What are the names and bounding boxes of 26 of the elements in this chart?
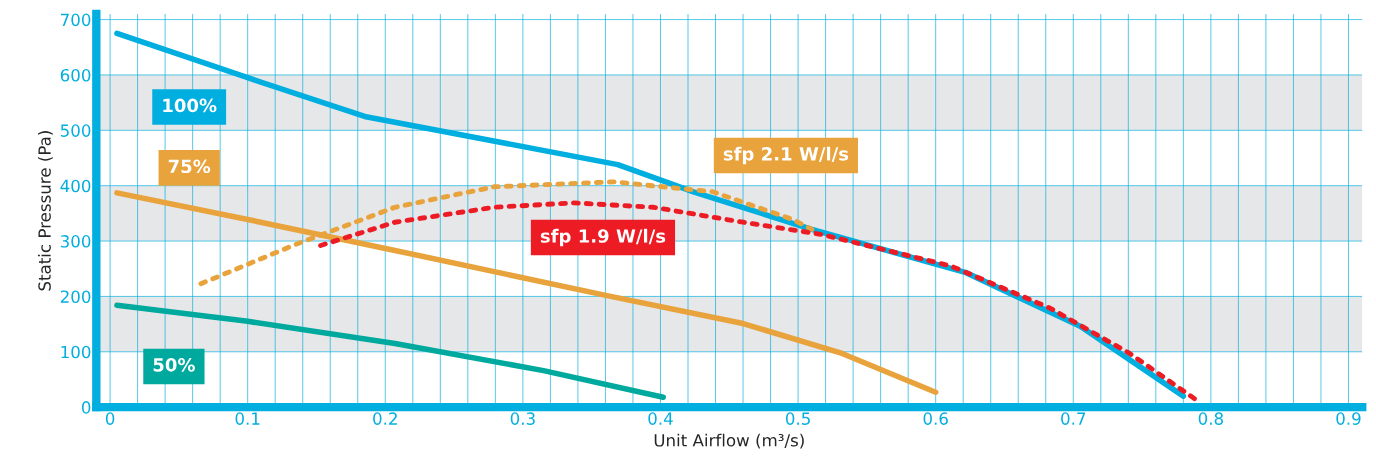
line-series <box>318 200 1200 403</box>
y-tick-label: 300 <box>60 235 91 248</box>
x-tick-label: 0.9 <box>1336 412 1361 425</box>
x-axis-title: Unit Airflow (m³/s) <box>654 433 804 449</box>
x-tick-label: 0 <box>105 412 115 425</box>
y-tick-label: 200 <box>60 290 91 303</box>
x-tick-label: 0.4 <box>648 412 673 425</box>
text: 50% <box>153 357 195 372</box>
series-label: sfp 1.9 W/l/s <box>540 228 666 247</box>
x-tick-label: 0.6 <box>923 412 948 425</box>
y-tick-label: 0 <box>81 401 91 414</box>
x-tick-label: 0.1 <box>235 412 260 425</box>
x-tick-label: 0.2 <box>373 412 397 425</box>
x-tick-label: 0.5 <box>785 412 810 425</box>
y-axis-title: Static Pressure (Pa) <box>37 131 53 291</box>
y-tick-label: 700 <box>61 13 91 27</box>
series-label: 75% <box>168 159 211 174</box>
x-tick-label: 0.8 <box>1198 412 1223 425</box>
y-tick-label: 100 <box>61 345 91 359</box>
x-tick-label: 0.3 <box>510 412 535 425</box>
series-label: 100% <box>163 98 217 113</box>
series-label: sfp 2.1 W/l/s <box>723 146 849 165</box>
y-tick-label: 400 <box>60 179 91 193</box>
y-tick-label: 500 <box>60 124 91 137</box>
x-tick-label: 0.7 <box>1061 412 1086 425</box>
y-tick-label: 600 <box>60 68 91 82</box>
